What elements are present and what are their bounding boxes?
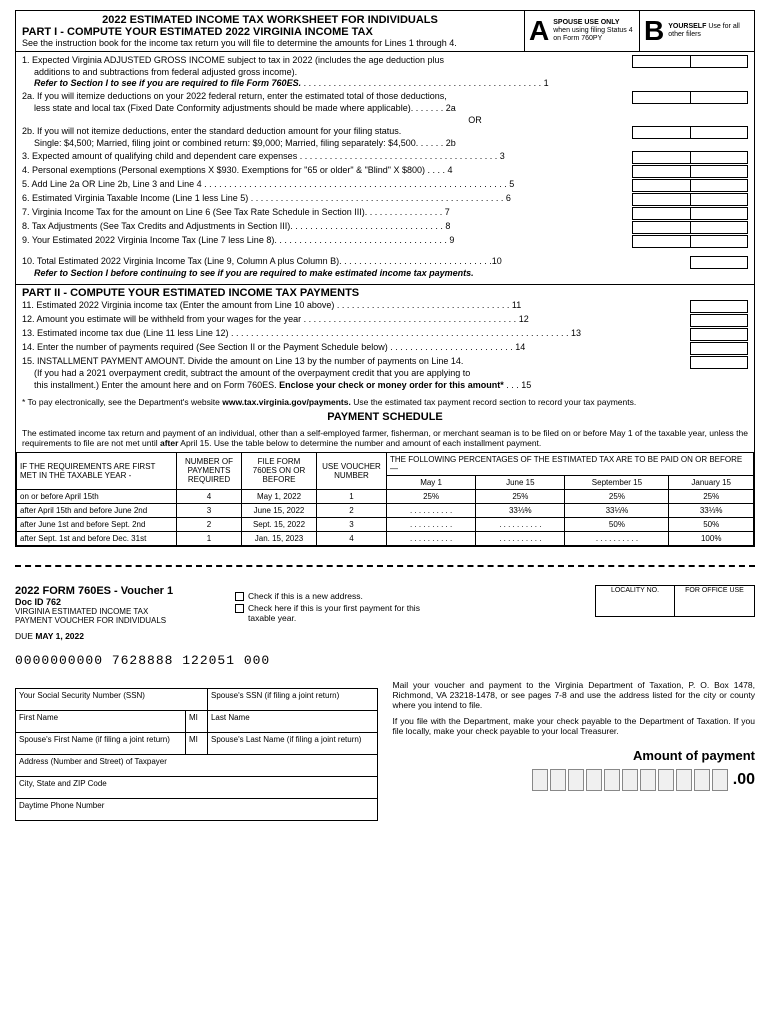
line7-b-input[interactable] bbox=[690, 207, 748, 220]
line-12: 12. Amount you estimate will be withheld… bbox=[22, 314, 748, 327]
line4-b-input[interactable] bbox=[690, 165, 748, 178]
line1-b-input[interactable] bbox=[690, 55, 748, 68]
line2a-b-input[interactable] bbox=[690, 91, 748, 104]
line-8: 8. Tax Adjustments (See Tax Credits and … bbox=[22, 221, 748, 234]
line-2a: 2a. If you will itemize deductions on yo… bbox=[22, 91, 748, 114]
line-1: 1. Expected Virginia ADJUSTED GROSS INCO… bbox=[22, 55, 748, 90]
ssn-field[interactable]: Your Social Security Number (SSN) bbox=[16, 688, 208, 710]
part1-title: PART I - COMPUTE YOUR ESTIMATED 2022 VIR… bbox=[22, 26, 518, 38]
intro-text: See the instruction book for the income … bbox=[22, 38, 518, 48]
line3-b-input[interactable] bbox=[690, 151, 748, 164]
line-6: 6. Estimated Virginia Taxable Income (Li… bbox=[22, 193, 748, 206]
line2a-a-input[interactable] bbox=[632, 91, 690, 104]
locality-no-box[interactable]: LOCALITY NO. bbox=[595, 585, 675, 617]
line6-a-input[interactable] bbox=[632, 193, 690, 206]
taxpayer-info-table: Your Social Security Number (SSN) Spouse… bbox=[15, 688, 378, 821]
spouse-mi-field[interactable]: MI bbox=[185, 732, 207, 754]
voucher-header: 2022 FORM 760ES - Voucher 1 Doc ID 762 V… bbox=[15, 585, 755, 641]
line7-a-input[interactable] bbox=[632, 207, 690, 220]
voucher-title: 2022 FORM 760ES - Voucher 1 bbox=[15, 585, 215, 597]
line8-a-input[interactable] bbox=[632, 221, 690, 234]
column-a-box: A SPOUSE USE ONLY when using filing Stat… bbox=[524, 11, 639, 51]
line-14: 14. Enter the number of payments require… bbox=[22, 342, 748, 355]
line9-a-input[interactable] bbox=[632, 235, 690, 248]
line13-input[interactable] bbox=[690, 328, 748, 341]
spouse-ssn-field[interactable]: Spouse's SSN (if filing a joint return) bbox=[207, 688, 377, 710]
mailing-instructions: Mail your voucher and payment to the Vir… bbox=[393, 680, 756, 710]
line2b-a-input[interactable] bbox=[632, 126, 690, 139]
spouse-last-field[interactable]: Spouse's Last Name (if filing a joint re… bbox=[207, 732, 377, 754]
or-separator: OR bbox=[202, 115, 748, 125]
schedule-row: after Sept. 1st and before Dec. 31st 1 J… bbox=[17, 531, 754, 545]
tear-line bbox=[15, 565, 755, 567]
line10-input[interactable] bbox=[690, 256, 748, 269]
line-3: 3. Expected amount of qualifying child a… bbox=[22, 151, 748, 164]
spouse-first-field[interactable]: Spouse's First Name (if filing a joint r… bbox=[16, 732, 186, 754]
schedule-row: after April 15th and before June 2nd 3 J… bbox=[17, 503, 754, 517]
line5-b-input[interactable] bbox=[690, 179, 748, 192]
office-use-box: FOR OFFICE USE bbox=[675, 585, 755, 617]
line4-a-input[interactable] bbox=[632, 165, 690, 178]
line-5: 5. Add Line 2a OR Line 2b, Line 3 and Li… bbox=[22, 179, 748, 192]
first-payment-checkbox[interactable]: Check here if this is your first payment… bbox=[235, 603, 435, 623]
last-name-field[interactable]: Last Name bbox=[207, 710, 377, 732]
line-10: 10. Total Estimated 2022 Virginia Income… bbox=[22, 256, 748, 279]
address-field[interactable]: Address (Number and Street) of Taxpayer bbox=[16, 754, 378, 776]
line-9: 9. Your Estimated 2022 Virginia Income T… bbox=[22, 235, 748, 248]
amount-input[interactable]: .00 bbox=[393, 769, 756, 791]
line-7: 7. Virginia Income Tax for the amount on… bbox=[22, 207, 748, 220]
schedule-title: PAYMENT SCHEDULE bbox=[16, 411, 754, 423]
column-b-box: B YOURSELF Use for all other filers bbox=[639, 11, 754, 51]
line11-input[interactable] bbox=[690, 300, 748, 313]
doc-id: Doc ID 762 bbox=[15, 597, 215, 607]
line9-b-input[interactable] bbox=[690, 235, 748, 248]
city-state-zip-field[interactable]: City, State and ZIP Code bbox=[16, 776, 378, 798]
line-2b: 2b. If you will not itemize deductions, … bbox=[22, 126, 748, 149]
line2b-b-input[interactable] bbox=[690, 126, 748, 139]
line8-b-input[interactable] bbox=[690, 221, 748, 234]
line5-a-input[interactable] bbox=[632, 179, 690, 192]
new-address-checkbox[interactable]: Check if this is a new address. bbox=[235, 591, 435, 601]
worksheet-container: 2022 ESTIMATED INCOME TAX WORKSHEET FOR … bbox=[15, 10, 755, 547]
payment-schedule-table: IF THE REQUIREMENTS ARE FIRST MET IN THE… bbox=[16, 452, 754, 546]
line15-input[interactable] bbox=[690, 356, 748, 369]
line1-a-input[interactable] bbox=[632, 55, 690, 68]
line-13: 13. Estimated income tax due (Line 11 le… bbox=[22, 328, 748, 341]
line-15: 15. INSTALLMENT PAYMENT AMOUNT. Divide t… bbox=[22, 356, 748, 391]
check-payable-instructions: If you file with the Department, make yo… bbox=[393, 716, 756, 736]
line-4: 4. Personal exemptions (Personal exempti… bbox=[22, 165, 748, 178]
line12-input[interactable] bbox=[690, 314, 748, 327]
electronic-pay-note: * To pay electronically, see the Departm… bbox=[22, 397, 748, 407]
worksheet-title: 2022 ESTIMATED INCOME TAX WORKSHEET FOR … bbox=[22, 14, 518, 26]
schedule-row: after June 1st and before Sept. 2nd 2 Se… bbox=[17, 517, 754, 531]
line-11: 11. Estimated 2022 Virginia income tax (… bbox=[22, 300, 748, 313]
line3-a-input[interactable] bbox=[632, 151, 690, 164]
schedule-intro: The estimated income tax return and paym… bbox=[16, 425, 754, 451]
line6-b-input[interactable] bbox=[690, 193, 748, 206]
phone-field[interactable]: Daytime Phone Number bbox=[16, 798, 378, 820]
line14-input[interactable] bbox=[690, 342, 748, 355]
schedule-row: on or before April 15th 4 May 1, 2022 1 … bbox=[17, 489, 754, 503]
part2-title: PART II - COMPUTE YOUR ESTIMATED INCOME … bbox=[22, 287, 748, 299]
mi-field[interactable]: MI bbox=[185, 710, 207, 732]
first-name-field[interactable]: First Name bbox=[16, 710, 186, 732]
amount-label: Amount of payment bbox=[393, 748, 756, 763]
ocr-line: 0000000000 7628888 122051 000 bbox=[15, 653, 755, 668]
